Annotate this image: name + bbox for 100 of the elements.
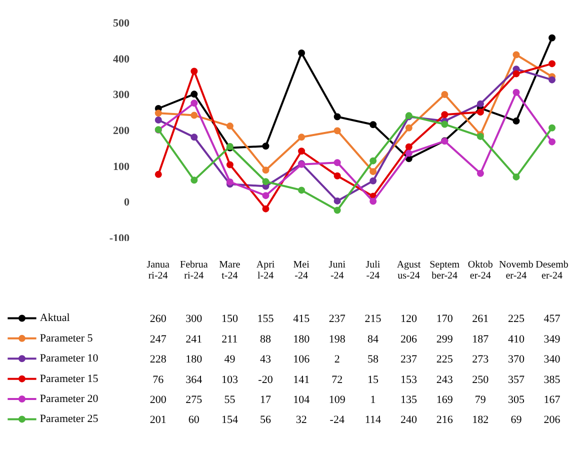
data-label: 169 bbox=[436, 394, 454, 406]
point bbox=[262, 205, 270, 212]
point bbox=[548, 60, 556, 68]
data-label: 56 bbox=[260, 414, 272, 426]
point bbox=[370, 121, 377, 128]
point bbox=[190, 90, 198, 98]
data-label: 180 bbox=[186, 354, 203, 366]
point bbox=[190, 134, 198, 141]
data-label: 225 bbox=[436, 354, 454, 366]
data-label: 72 bbox=[332, 374, 343, 386]
data-label: 357 bbox=[508, 374, 525, 386]
data-label: 154 bbox=[221, 414, 238, 426]
y-tick-label: 0 bbox=[124, 196, 130, 209]
point bbox=[548, 34, 556, 42]
point bbox=[190, 176, 198, 184]
data-label: 1 bbox=[370, 394, 376, 406]
point bbox=[226, 178, 234, 186]
data-label: 457 bbox=[544, 313, 561, 326]
point bbox=[548, 138, 556, 146]
point bbox=[548, 124, 556, 132]
data-label: 84 bbox=[367, 333, 379, 346]
data-label: 170 bbox=[436, 313, 454, 326]
point bbox=[298, 134, 306, 141]
data-label: 370 bbox=[508, 354, 525, 366]
point bbox=[512, 118, 520, 125]
x-tick-label: Maret-24 bbox=[219, 260, 241, 282]
data-label: 182 bbox=[472, 414, 489, 426]
x-tick-label: Februari-24 bbox=[180, 260, 208, 282]
point bbox=[334, 172, 341, 180]
point bbox=[298, 148, 306, 155]
data-label: 60 bbox=[188, 414, 200, 426]
data-label: 237 bbox=[328, 313, 346, 326]
data-label: 58 bbox=[367, 354, 379, 366]
data-label: 153 bbox=[400, 374, 418, 386]
data-label: 69 bbox=[510, 414, 522, 426]
point bbox=[298, 186, 306, 194]
point bbox=[154, 170, 162, 178]
point bbox=[334, 159, 341, 166]
point bbox=[226, 161, 234, 168]
point bbox=[190, 68, 198, 75]
y-tick-label: 400 bbox=[113, 53, 130, 66]
data-label: 261 bbox=[472, 313, 489, 326]
data-label: 364 bbox=[186, 374, 203, 386]
data-label: 55 bbox=[224, 394, 236, 406]
point bbox=[154, 110, 162, 117]
data-label: -20 bbox=[258, 374, 274, 386]
point bbox=[334, 113, 341, 120]
data-label: 76 bbox=[152, 374, 164, 386]
data-label: 167 bbox=[544, 394, 561, 406]
point bbox=[476, 100, 484, 108]
y-tick-label: 100 bbox=[113, 160, 130, 173]
data-label: 187 bbox=[472, 333, 490, 346]
data-label: 305 bbox=[508, 394, 525, 406]
data-label: 32 bbox=[296, 414, 307, 426]
x-tick-label: Oktober-24 bbox=[468, 260, 493, 282]
data-label: 206 bbox=[400, 333, 418, 346]
point bbox=[262, 178, 270, 186]
y-tick-label: 200 bbox=[113, 125, 130, 137]
point bbox=[154, 116, 162, 124]
x-tick-label: November-24 bbox=[498, 260, 534, 282]
data-label: 216 bbox=[436, 414, 454, 426]
data-label: 15 bbox=[367, 374, 379, 386]
point bbox=[262, 166, 270, 174]
data-label: 385 bbox=[544, 374, 561, 386]
data-label: 180 bbox=[293, 333, 310, 346]
data-label: 141 bbox=[293, 374, 310, 386]
point bbox=[512, 70, 520, 78]
data-label: 299 bbox=[436, 333, 454, 346]
point bbox=[190, 100, 198, 107]
data-label: 114 bbox=[364, 414, 382, 426]
data-label: 49 bbox=[224, 354, 236, 366]
data-label: 247 bbox=[150, 333, 167, 346]
point bbox=[370, 177, 377, 184]
x-tick-label: Mei-24 bbox=[293, 260, 310, 282]
legend-label: Parameter 25 bbox=[40, 413, 99, 426]
point bbox=[441, 111, 448, 118]
point bbox=[262, 142, 270, 150]
data-label: 240 bbox=[400, 414, 418, 426]
data-label: 206 bbox=[544, 414, 561, 426]
data-label: 300 bbox=[186, 313, 203, 326]
data-label: 228 bbox=[150, 354, 167, 366]
data-label: 201 bbox=[150, 414, 166, 426]
point bbox=[512, 173, 520, 180]
data-label: 43 bbox=[260, 354, 272, 366]
data-label: 106 bbox=[293, 354, 310, 366]
y-tick-label: 500 bbox=[113, 18, 130, 30]
legend-label: Parameter 15 bbox=[40, 372, 99, 385]
data-label: 349 bbox=[544, 333, 561, 346]
data-label: 79 bbox=[474, 394, 486, 406]
x-tick-label: Januari-24 bbox=[146, 260, 170, 282]
point bbox=[298, 49, 306, 56]
x-tick-label: Juni-24 bbox=[328, 260, 346, 282]
legend-label: Parameter 5 bbox=[40, 332, 94, 344]
data-label: 250 bbox=[472, 374, 490, 386]
point bbox=[405, 150, 412, 157]
data-label: 88 bbox=[260, 333, 272, 346]
point bbox=[190, 112, 198, 119]
data-label: 135 bbox=[400, 394, 418, 406]
data-label: 241 bbox=[186, 333, 202, 346]
data-label: 109 bbox=[328, 394, 346, 406]
